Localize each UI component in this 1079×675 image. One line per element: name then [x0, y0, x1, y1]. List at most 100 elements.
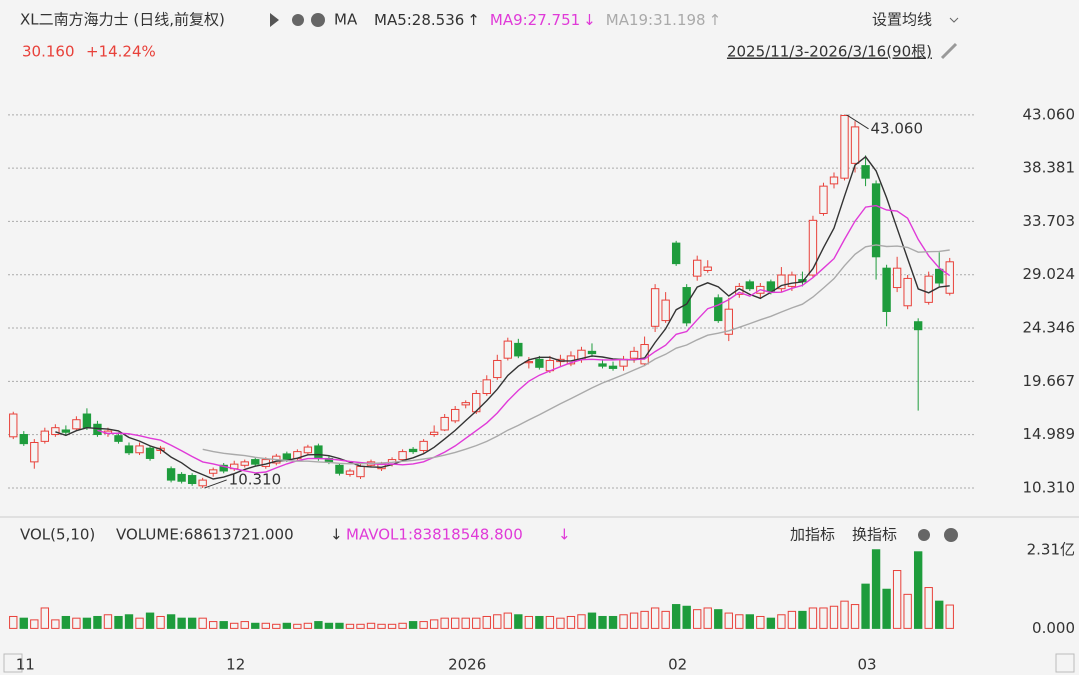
candle-body [451, 408, 460, 422]
volume-bar [103, 614, 113, 629]
volume-bar [324, 622, 334, 629]
settings-icon[interactable] [918, 529, 930, 541]
candle-body [892, 267, 902, 289]
volume-bar [261, 622, 270, 629]
pin-icon[interactable] [940, 42, 958, 60]
volume-bar [303, 622, 313, 629]
mavol-value: MAVOL1:83818548.800 [346, 526, 523, 544]
close-icon[interactable] [311, 13, 325, 27]
candle-body [829, 176, 839, 185]
candle-body [850, 126, 860, 164]
candle-body [282, 453, 292, 461]
volume-bar [840, 600, 849, 629]
candle-body [945, 261, 954, 294]
candle-body [345, 470, 355, 475]
candle-body [724, 308, 733, 335]
ma-legend: MA5:28.536 ↑ MA9:27.751 ↓ MA19:31.198 ↑ [374, 11, 721, 29]
candle-body [882, 267, 891, 312]
volume-bar [714, 609, 723, 629]
expand-icon[interactable] [270, 13, 279, 27]
volume-bar [377, 623, 386, 629]
settings-icon[interactable] [292, 14, 304, 26]
candle-body [745, 281, 754, 290]
volume-bar [850, 604, 860, 629]
candle-body [114, 435, 123, 442]
y-tick-label: 38.381 [1023, 159, 1076, 177]
candle-body [913, 321, 923, 331]
y-tick-label: 0.000 [1032, 619, 1075, 637]
y-tick-label: 43.060 [1023, 105, 1076, 123]
volume-bar [293, 623, 302, 629]
stock-title[interactable]: XL二南方海力士 (日线,前复权) [20, 11, 225, 29]
volume-bar [51, 619, 60, 629]
volume-bar [114, 615, 123, 629]
candle-body [493, 359, 502, 379]
candle-body [766, 281, 776, 292]
volume-bar [240, 621, 249, 629]
candle-body [535, 358, 544, 368]
volume-bar [429, 619, 439, 629]
volume-bar [829, 605, 839, 629]
candle-body [682, 287, 691, 324]
swap-indicator[interactable]: 换指标 [852, 526, 897, 544]
candle-body [124, 445, 134, 454]
volume-bar [251, 622, 260, 629]
volume-bar [40, 607, 50, 629]
volume-bar [93, 615, 102, 629]
volume-bar [282, 622, 292, 629]
add-indicator[interactable]: 加指标 [790, 526, 835, 544]
price-change: +14.24% [86, 43, 156, 61]
candle-body [335, 464, 344, 474]
date-range[interactable]: 2025/11/3-2026/3/16(90根) [727, 43, 932, 61]
volume-bar [693, 609, 702, 629]
candle-body [587, 350, 597, 355]
scroll-right[interactable] [1055, 653, 1075, 673]
legend-entry: MA9:27.751 [490, 11, 580, 29]
volume-bar [209, 621, 218, 629]
volume-bar [766, 617, 776, 629]
candle-body [640, 344, 649, 365]
candle-body [808, 219, 818, 276]
volume-bar [819, 607, 828, 629]
volume-bar [356, 623, 365, 629]
candle-body [903, 277, 912, 307]
candle-body [356, 465, 365, 478]
scroll-left[interactable] [3, 653, 23, 673]
legend-trend: ↓ [583, 11, 596, 29]
legend-entry: MA5:28.536 [374, 11, 464, 29]
candle-body [93, 423, 102, 436]
mavol-trend: ↓ [558, 526, 571, 544]
volume-bar [724, 612, 733, 629]
volume-bar [598, 615, 607, 629]
volume-bar [577, 614, 586, 629]
candle-body [135, 445, 144, 454]
candle-body [440, 416, 449, 431]
candle-body [861, 165, 870, 179]
volume-bar [745, 614, 754, 629]
candle-body [177, 473, 186, 482]
volume-bar [166, 614, 176, 629]
candle-body [145, 447, 155, 459]
candle-body [429, 431, 439, 436]
close-icon[interactable] [944, 528, 958, 542]
candle-body [251, 459, 260, 465]
volume-bar [756, 615, 765, 629]
candle-body [598, 363, 607, 367]
candle-body [819, 185, 828, 214]
candle-body [777, 274, 786, 290]
volume-bar [493, 614, 502, 629]
candle-body [503, 340, 512, 359]
volume-bar [187, 617, 197, 629]
y-tick-label: 29.024 [1023, 265, 1076, 283]
y-tick-label: 24.346 [1023, 319, 1076, 337]
x-tick-label: 12 [226, 656, 245, 674]
settings-button[interactable]: 设置均线 [872, 11, 932, 29]
volume-bar [798, 610, 807, 629]
candle-body [924, 275, 933, 303]
volume-bar [777, 614, 786, 629]
volume-bar [272, 623, 281, 629]
volume-bar [808, 607, 818, 629]
volume-bar [156, 615, 165, 629]
